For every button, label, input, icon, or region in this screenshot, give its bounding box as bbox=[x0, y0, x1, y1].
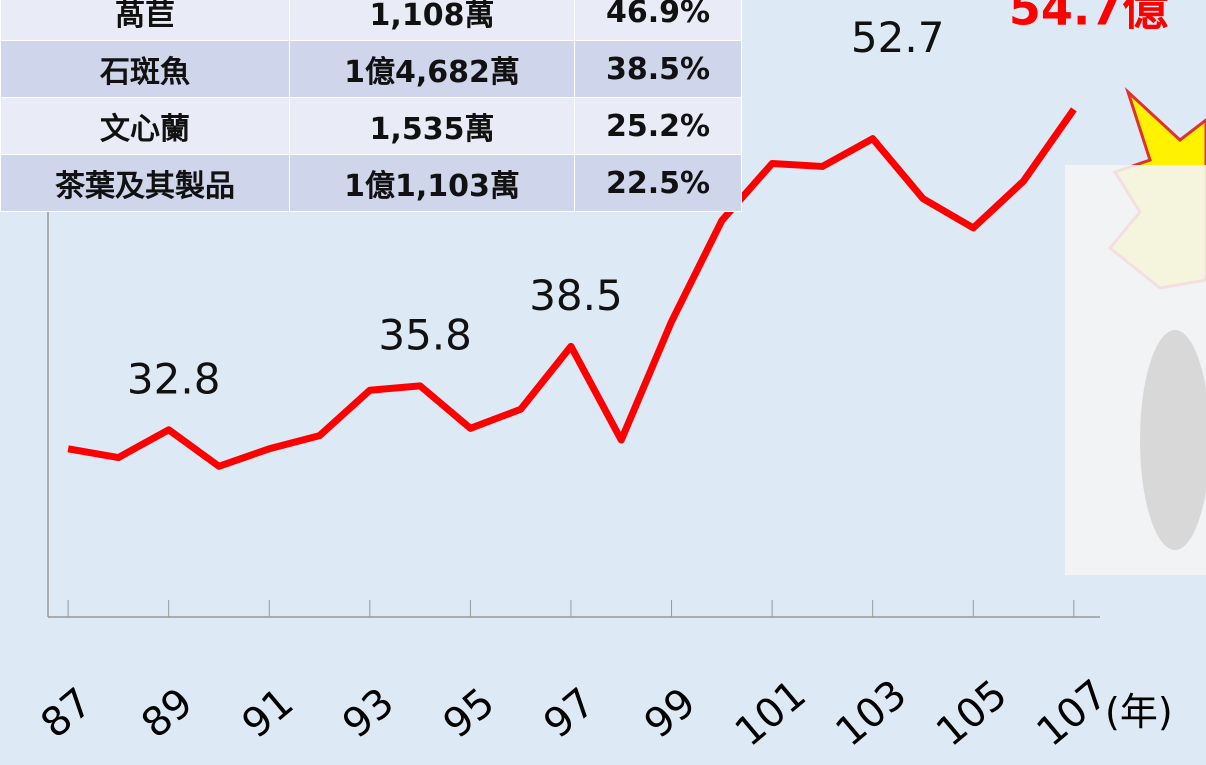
table-cell: 石斑魚 bbox=[1, 41, 290, 98]
x-tick-label: 91 bbox=[234, 679, 303, 747]
table-cell: 22.5% bbox=[575, 155, 742, 212]
value-label: 52.7 bbox=[851, 13, 945, 62]
x-tick-label: 99 bbox=[636, 679, 705, 747]
x-axis-label: (年) bbox=[1105, 690, 1173, 734]
x-tick-label: 101 bbox=[727, 671, 815, 755]
x-tick-label: 103 bbox=[827, 671, 915, 755]
table-cell: 25.2% bbox=[575, 98, 742, 155]
page: {"table": {"rows": [["萵苣", "1,108萬", "46… bbox=[0, 0, 1206, 765]
table-cell: 1,535萬 bbox=[290, 98, 575, 155]
x-tick-label: 87 bbox=[33, 679, 102, 747]
value-label: 54.7億 bbox=[1009, 0, 1169, 36]
table-cell: 38.5% bbox=[575, 41, 742, 98]
value-label: 38.5 bbox=[529, 271, 623, 320]
table-cell: 46.9% bbox=[575, 0, 742, 41]
table-cell: 茶葉及其製品 bbox=[1, 155, 290, 212]
x-tick-label: 89 bbox=[133, 679, 202, 747]
table-cell: 文心蘭 bbox=[1, 98, 290, 155]
table-cell: 1億1,103萬 bbox=[290, 155, 575, 212]
value-label: 35.8 bbox=[378, 310, 472, 359]
table-cell: 1,108萬 bbox=[290, 0, 575, 41]
x-tick-label: 107 bbox=[1029, 671, 1117, 755]
table-cell: 1億4,682萬 bbox=[290, 41, 575, 98]
x-tick-label: 93 bbox=[334, 679, 403, 747]
x-tick-label: 95 bbox=[435, 679, 504, 747]
x-tick-label: 97 bbox=[535, 679, 604, 747]
table-cell: 萵苣 bbox=[1, 0, 290, 41]
x-tick-label: 105 bbox=[928, 671, 1016, 755]
value-label: 32.8 bbox=[127, 354, 221, 403]
